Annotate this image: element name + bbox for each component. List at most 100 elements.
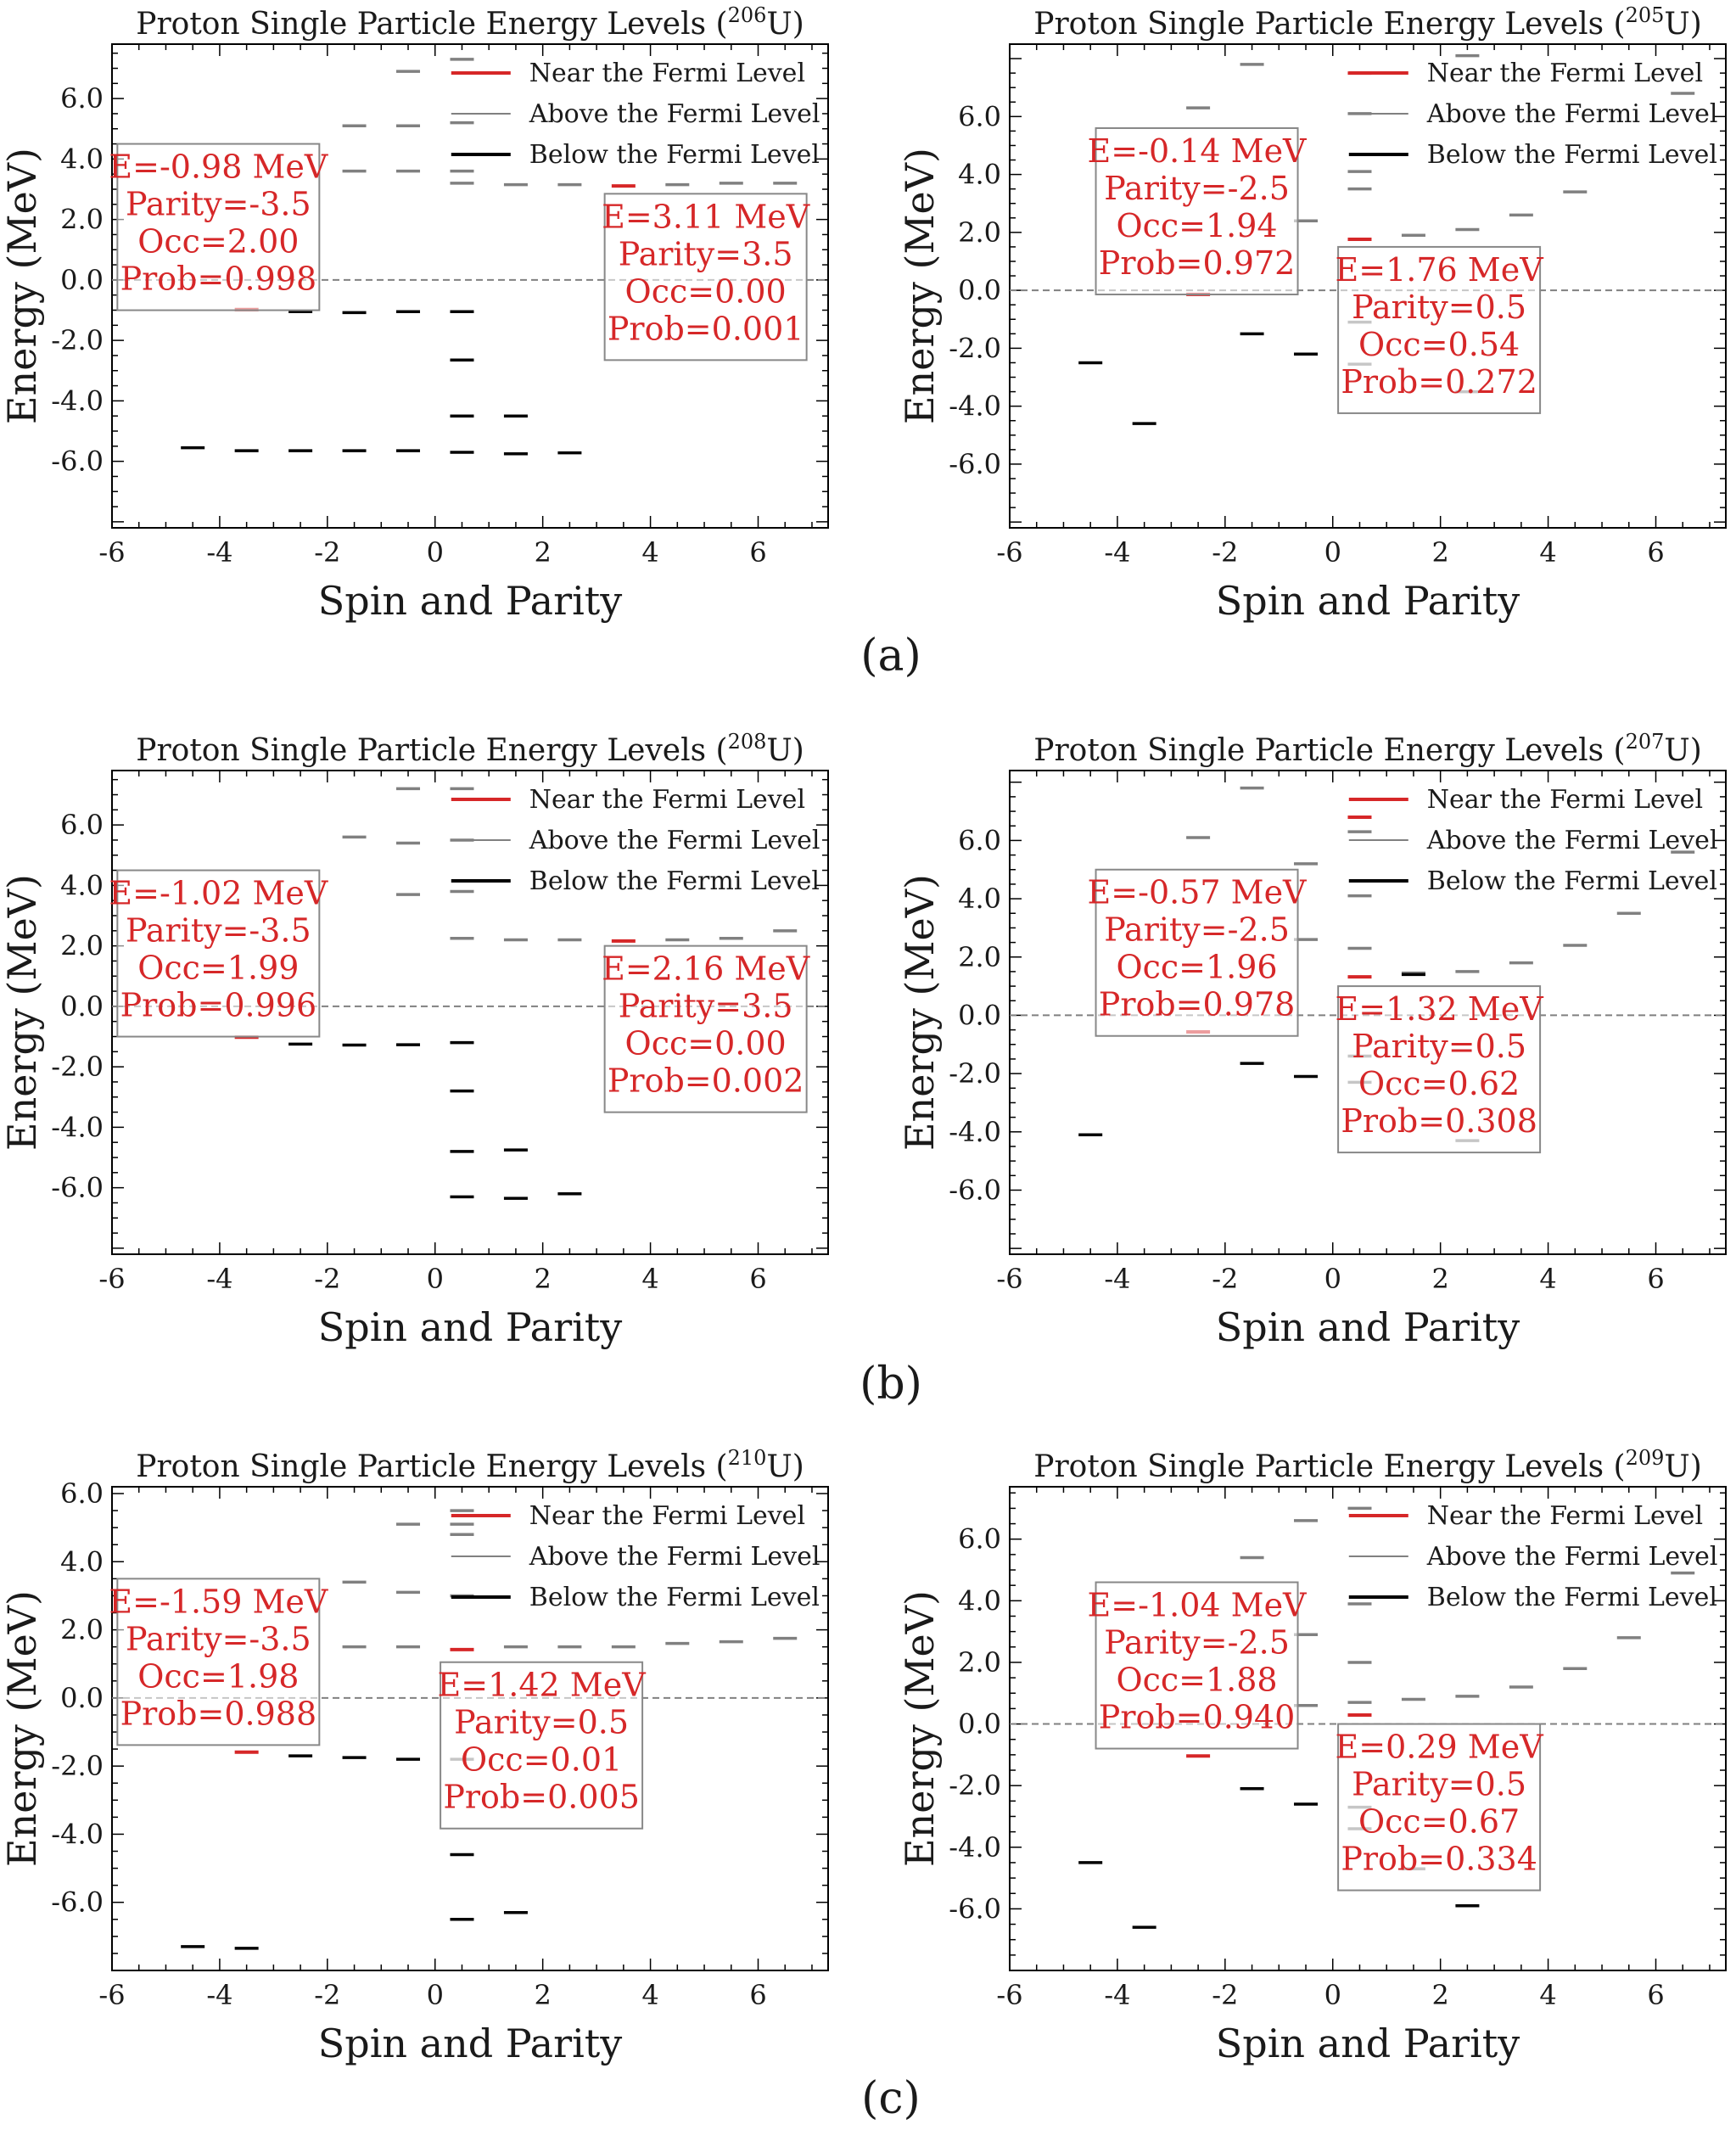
x-axis-label: Spin and Parity <box>318 1304 623 1350</box>
title-isotope-symbol: U <box>766 7 792 42</box>
title-text: Proton Single Particle Energy Levels ( <box>136 7 727 42</box>
y-tick-label: -2.0 <box>949 1057 1001 1090</box>
subfigure-caption: (b) <box>860 1359 922 1410</box>
annotation-frame <box>116 869 321 1038</box>
y-tick-label: -4.0 <box>51 1818 104 1850</box>
x-tick-label: -4 <box>1104 1263 1130 1295</box>
annotation-line: Prob=0.001 <box>608 310 804 347</box>
legend-label-above: Above the Fermi Level <box>1426 99 1718 129</box>
x-tick-label: 4 <box>641 1263 658 1295</box>
annotation-line: Occ=1.94 <box>1116 207 1277 244</box>
annotation-line: Occ=0.01 <box>461 1741 622 1779</box>
title-isotope-symbol: U <box>766 1449 792 1484</box>
annotation-line: E=-1.59 MeV <box>109 1583 328 1620</box>
panel-title: Proton Single Particle Energy Levels (20… <box>136 730 804 768</box>
annotation-line: E=0.29 MeV <box>1336 1729 1544 1766</box>
series-below <box>181 310 582 456</box>
y-axis-label: Energy (MeV) <box>897 874 943 1151</box>
annotation-line: Parity=-2.5 <box>1104 1624 1290 1662</box>
y-tick-label: 2.0 <box>958 941 1001 973</box>
annotation-line: E=-0.98 MeV <box>109 149 328 186</box>
y-tick-label: 6.0 <box>958 1523 1001 1555</box>
annotation-line: Parity=0.5 <box>1352 289 1526 326</box>
annotation-line: Parity=3.5 <box>619 988 793 1025</box>
x-tick-label: -4 <box>1104 536 1130 569</box>
panel-title: Proton Single Particle Energy Levels (20… <box>136 3 804 42</box>
y-tick-label: -2.0 <box>51 1750 104 1782</box>
annotation-frame <box>603 944 808 1113</box>
legend-label-below: Below the Fermi Level <box>1427 866 1717 896</box>
x-tick-label: -6 <box>996 1979 1022 2011</box>
y-tick-label: 6.0 <box>958 100 1001 132</box>
x-tick-label: -2 <box>314 1263 340 1295</box>
axes-frame <box>1009 770 1727 1255</box>
annotation-line: Prob=0.005 <box>443 1779 640 1816</box>
title-text: Proton Single Particle Energy Levels ( <box>1033 1449 1625 1484</box>
y-tick-label: 0.0 <box>958 1708 1001 1740</box>
y-tick-label: -6.0 <box>949 1174 1001 1206</box>
x-tick-label: 4 <box>641 536 658 569</box>
annotation-frame <box>116 143 321 311</box>
panel-210U: Proton Single Particle Energy Levels (21… <box>0 1446 829 2066</box>
title-isotope-symbol: U <box>1664 733 1689 768</box>
annotation-line: Prob=0.978 <box>1099 986 1296 1023</box>
panel-209U: Proton Single Particle Energy Levels (20… <box>897 1446 1727 2066</box>
y-tick-label: -2.0 <box>51 1051 104 1083</box>
subfigure-caption: (c) <box>861 2073 921 2124</box>
series-below <box>1078 1787 1480 1929</box>
x-tick-label: -6 <box>98 1263 125 1295</box>
y-axis-label: Energy (MeV) <box>897 148 943 424</box>
x-axis-label: Spin and Parity <box>1216 578 1520 624</box>
annotation-line: Occ=1.99 <box>137 950 299 987</box>
title-isotope-symbol: U <box>1664 7 1689 42</box>
annotation-line: Prob=0.998 <box>120 261 317 298</box>
x-tick-label: 6 <box>1647 536 1664 569</box>
x-tick-label: 4 <box>1539 536 1556 569</box>
y-tick-label: -6.0 <box>949 1892 1001 1925</box>
x-axis-label: Spin and Parity <box>1216 2021 1520 2066</box>
series-below <box>181 1754 528 1950</box>
annotation-line: Occ=0.54 <box>1358 326 1520 363</box>
legend-label-below: Below the Fermi Level <box>1427 1583 1717 1612</box>
legend-label-near: Near the Fermi Level <box>529 59 805 88</box>
annotation-line: Occ=0.62 <box>1358 1065 1520 1102</box>
y-tick-label: 2.0 <box>60 204 104 236</box>
title-text: Proton Single Particle Energy Levels ( <box>1033 7 1625 42</box>
y-tick-label: 0.0 <box>60 1682 104 1714</box>
annotation-line: E=-0.14 MeV <box>1088 132 1308 170</box>
annotation-line: Prob=0.002 <box>608 1062 804 1100</box>
y-tick-label: 6.0 <box>958 824 1001 856</box>
annotation-line: E=-1.02 MeV <box>109 875 328 912</box>
annotation-frame <box>1337 1723 1542 1892</box>
x-tick-label: -4 <box>206 1979 232 2011</box>
panel-title: Proton Single Particle Energy Levels (21… <box>136 1446 804 1484</box>
annotation-line: Parity=-3.5 <box>126 912 311 950</box>
annotation-line: Prob=0.308 <box>1341 1102 1537 1140</box>
panel-title: Proton Single Particle Energy Levels (20… <box>1033 730 1702 768</box>
annotation-line: Occ=1.98 <box>137 1657 299 1695</box>
y-tick-label: 2.0 <box>958 1646 1001 1679</box>
y-tick-label: 6.0 <box>60 1477 104 1510</box>
legend-label-below: Below the Fermi Level <box>1427 140 1717 170</box>
series-below <box>288 1040 582 1200</box>
x-tick-label: 0 <box>427 1263 444 1295</box>
x-tick-label: 0 <box>427 1979 444 2011</box>
annotation-line: Parity=-2.5 <box>1104 911 1290 949</box>
title-isotope-mass: 208 <box>728 730 767 754</box>
annotation-line: Occ=1.96 <box>1116 949 1277 986</box>
y-tick-label: 4.0 <box>60 869 104 901</box>
annotation-line: E=3.11 MeV <box>602 198 810 235</box>
title-isotope-mass: 207 <box>1626 730 1665 754</box>
annotation-line: Prob=0.988 <box>120 1695 317 1732</box>
x-axis-label: Spin and Parity <box>1216 1304 1520 1350</box>
annotation-line: E=1.76 MeV <box>1336 251 1544 289</box>
y-axis-label: Energy (MeV) <box>0 1590 45 1867</box>
annotation-frame <box>603 193 808 362</box>
panel-205U: Proton Single Particle Energy Levels (20… <box>897 3 1727 624</box>
